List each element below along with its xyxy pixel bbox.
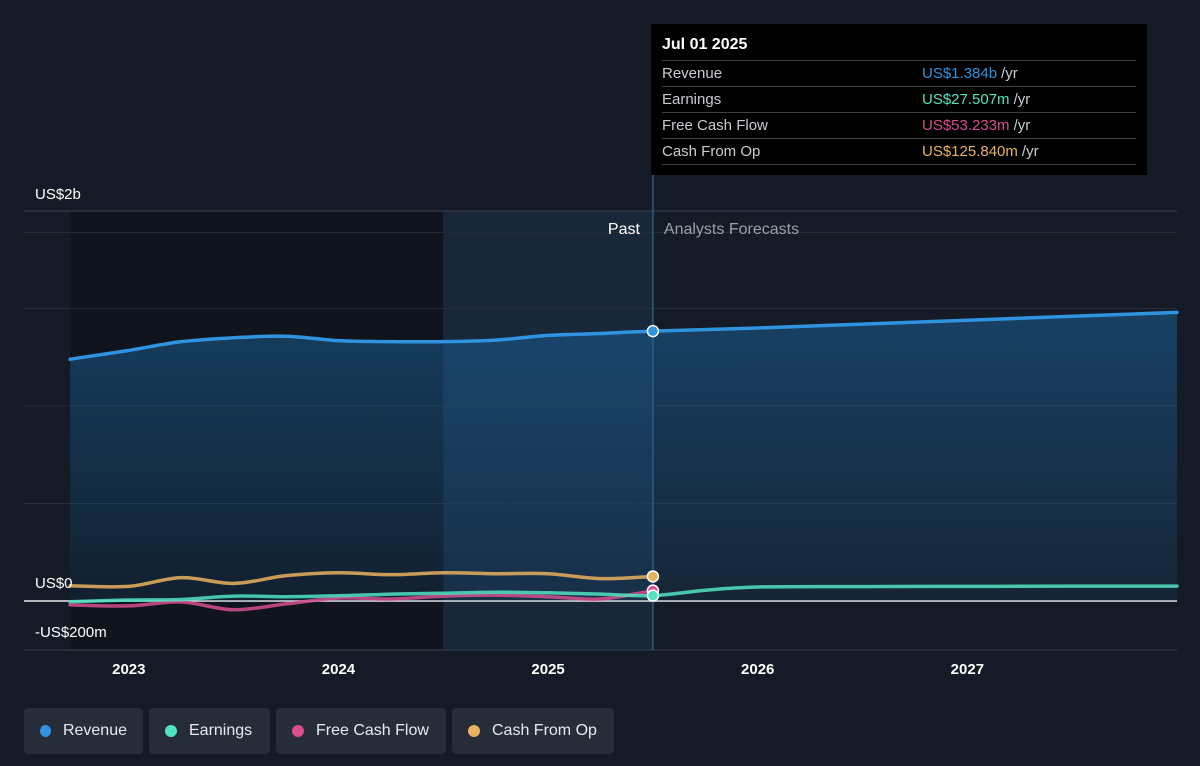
- legend-label: Earnings: [189, 722, 253, 739]
- tooltip-unit: /yr: [1001, 65, 1018, 82]
- revenue-area: [70, 312, 1178, 601]
- earnings-line: [68, 584, 1179, 604]
- revenue-point: [646, 324, 660, 338]
- tooltip-label: Earnings: [662, 91, 722, 108]
- tooltip-value: US$27.507m: [922, 91, 1010, 108]
- y-tick-label: US$2b: [35, 186, 81, 203]
- x-tick-label: 2026: [741, 661, 774, 678]
- y-tick-label: US$0: [35, 575, 73, 592]
- tooltip-value: US$53.233m: [922, 117, 1010, 134]
- tooltip-unit: /yr: [1021, 143, 1039, 160]
- tooltip-label: Cash From Op: [662, 143, 761, 160]
- tooltip-unit: /yr: [1013, 91, 1031, 108]
- free-cash-flow-dot-icon: [292, 725, 304, 737]
- legend-item-cash-from-op[interactable]: Cash From Op: [452, 708, 614, 754]
- tooltip-panel: Jul 01 2025 Revenue US$1.384b /yr Earnin…: [651, 24, 1147, 175]
- x-tick-label: 2027: [951, 661, 984, 678]
- cash-from-op-dot-icon: [468, 725, 480, 737]
- tooltip-value: US$125.840m: [922, 143, 1018, 160]
- x-tick-label: 2024: [322, 661, 356, 678]
- legend-label: Cash From Op: [492, 722, 597, 739]
- tooltip-date: Jul 01 2025: [662, 36, 748, 53]
- tooltip-row-free-cash-flow: Free Cash Flow US$53.233m /yr: [662, 112, 1136, 138]
- revenue-line: [68, 310, 1179, 361]
- legend-item-earnings[interactable]: Earnings: [149, 708, 270, 754]
- earnings-point: [646, 589, 660, 602]
- tooltip-label: Free Cash Flow: [662, 117, 768, 134]
- legend-label: Revenue: [62, 722, 127, 739]
- x-tick-label: 2023: [112, 661, 145, 678]
- forecast-label: Analysts Forecasts: [664, 221, 799, 238]
- cash-from-op-point: [646, 570, 660, 583]
- tooltip-unit: /yr: [1013, 117, 1031, 134]
- chart-svg: US$2b US$0 -US$200m 2023 2024 2025 2026 2027 Pas…: [24, 175, 1179, 678]
- free-cash-flow-line: [68, 588, 655, 612]
- revenue-dot-icon: [40, 725, 51, 737]
- legend-label: Free Cash Flow: [316, 722, 429, 739]
- tooltip-label: Revenue: [662, 65, 723, 82]
- tooltip-row-cash-from-op: Cash From Op US$125.840m /yr: [662, 138, 1136, 165]
- y-tick-label: -US$200m: [35, 624, 107, 641]
- legend-item-free-cash-flow[interactable]: Free Cash Flow: [276, 708, 446, 754]
- past-label: Past: [608, 221, 641, 238]
- tooltip-row-revenue: Revenue US$1.384b /yr: [662, 60, 1136, 86]
- earnings-dot-icon: [165, 725, 177, 737]
- tooltip-value: US$1.384b: [922, 65, 998, 82]
- legend-item-revenue[interactable]: Revenue: [24, 708, 143, 754]
- tooltip-row-earnings: Earnings US$27.507m /yr: [662, 86, 1136, 112]
- legend: Revenue Earnings Free Cash Flow Cash Fro…: [24, 708, 614, 754]
- x-tick-label: 2025: [531, 661, 564, 678]
- cash-from-op-line: [68, 570, 655, 589]
